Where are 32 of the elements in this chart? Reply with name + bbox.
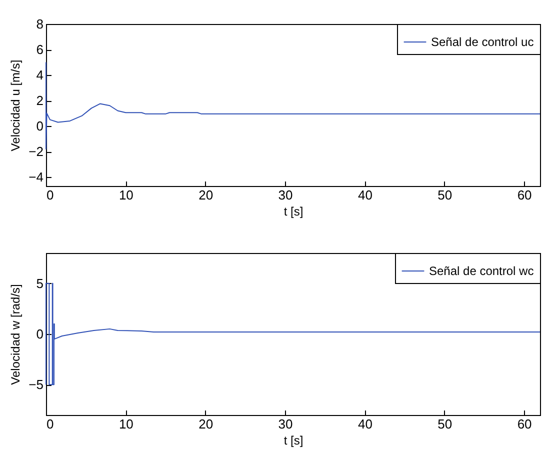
legend-label: Señal de control uc	[431, 35, 534, 49]
y-tick-label: 6	[36, 42, 44, 58]
x-tick-label: 60	[517, 416, 532, 432]
y-axis-title: Velocidad w [rad/s]	[8, 284, 23, 385]
x-tick-label: 20	[198, 416, 214, 432]
x-tick-label: 50	[438, 416, 452, 432]
legend-label: Señal de control wc	[429, 264, 534, 278]
x-tick-label: 50	[438, 188, 452, 202]
y-tick-label: 4	[36, 68, 44, 83]
y-tick-label: 2	[36, 93, 44, 108]
x-tick-label: 40	[358, 416, 372, 432]
x-tick-label: 20	[198, 188, 214, 202]
x-axis-title: t [s]	[284, 204, 304, 218]
y-tick-label: 0	[36, 118, 44, 134]
x-tick-label: 10	[118, 188, 134, 202]
y-tick-label: −2	[28, 144, 44, 160]
x-tick-label: 30	[278, 188, 293, 202]
y-tick-label: 5	[36, 276, 44, 291]
y-tick-label: −4	[28, 170, 44, 185]
x-tick-label: 0	[46, 188, 54, 202]
x-tick-label: 0	[46, 416, 54, 432]
x-axis-title: t [s]	[284, 434, 304, 448]
y-tick-label: −5	[28, 377, 44, 392]
line-series	[46, 282, 540, 386]
y-axis-title: Velocidad u [m/s]	[8, 60, 23, 152]
x-tick-label: 60	[517, 188, 532, 202]
x-tick-label: 40	[358, 188, 372, 202]
x-tick-label: 10	[118, 416, 134, 432]
y-tick-label: 0	[36, 326, 44, 342]
x-tick-label: 30	[278, 416, 293, 432]
y-tick-label: 8	[36, 16, 44, 32]
line-series	[46, 62, 540, 150]
